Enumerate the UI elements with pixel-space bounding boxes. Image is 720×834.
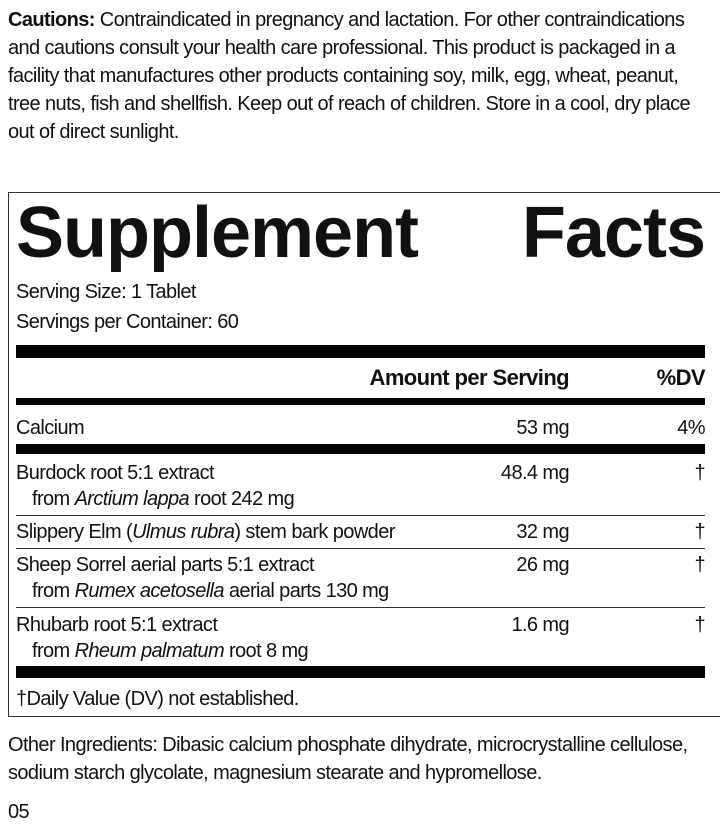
name-species: Ulmus rubra bbox=[132, 521, 235, 543]
header-amount: Amount per Serving bbox=[369, 365, 570, 390]
table-row-rhubarb: Rhubarb root 5:1 extract from Rheum palm… bbox=[16, 608, 706, 666]
product-code: 05 bbox=[8, 801, 30, 823]
table-row-slippery-elm: Slippery Elm (Ulmus rubra) stem bark pow… bbox=[16, 516, 706, 548]
table-row-calcium: Calcium 53 mg 4% bbox=[16, 405, 706, 444]
row-amount: 26 mg bbox=[516, 554, 569, 576]
cautions-body: Contraindicated in pregnancy and lactati… bbox=[8, 9, 691, 143]
source-suffix: root 242 mg bbox=[189, 488, 295, 510]
row-name: Rhubarb root 5:1 extract bbox=[16, 614, 218, 636]
other-ingredients: Other Ingredients: Dibasic calcium phosp… bbox=[8, 734, 688, 784]
thin-divider bbox=[16, 515, 705, 516]
source-prefix: from bbox=[32, 488, 75, 510]
row-dv: 4% bbox=[677, 417, 705, 439]
thick-divider bbox=[16, 666, 705, 678]
source-suffix: root 8 mg bbox=[224, 640, 309, 662]
cautions-text: Cautions: Contraindicated in pregnancy a… bbox=[8, 6, 714, 146]
table-row-burdock: Burdock root 5:1 extract from Arctium la… bbox=[16, 454, 706, 515]
row-amount: 32 mg bbox=[516, 521, 569, 543]
serving-size: Serving Size: 1 Tablet bbox=[16, 281, 196, 303]
row-amount: 48.4 mg bbox=[500, 462, 570, 484]
name-suffix: ) stem bark powder bbox=[234, 521, 395, 543]
row-source: from Rheum palmatum root 8 mg bbox=[16, 638, 409, 664]
thin-divider bbox=[16, 548, 705, 549]
row-name: Sheep Sorrel aerial parts 5:1 extract bbox=[16, 554, 315, 576]
row-dv: † bbox=[694, 462, 705, 484]
thick-divider bbox=[16, 345, 705, 358]
source-prefix: from bbox=[32, 640, 75, 662]
table-row-sheep-sorrel: Sheep Sorrel aerial parts 5:1 extract fr… bbox=[16, 549, 706, 607]
title-word-supplement: Supplement bbox=[16, 193, 419, 273]
row-amount: 53 mg bbox=[516, 417, 569, 439]
row-amount: 1.6 mg bbox=[511, 614, 569, 636]
source-species: Rumex acetosella bbox=[74, 580, 225, 602]
name-prefix: Slippery Elm ( bbox=[16, 521, 133, 543]
row-dv: † bbox=[694, 554, 705, 576]
header-dv: %DV bbox=[656, 365, 706, 390]
medium-divider bbox=[16, 398, 705, 405]
source-species: Rheum palmatum bbox=[74, 640, 225, 662]
row-name: Calcium bbox=[16, 417, 85, 439]
thick-divider bbox=[16, 444, 705, 454]
cautions-label: Cautions: bbox=[8, 9, 95, 31]
panel-title: Supplement Facts bbox=[16, 193, 706, 277]
servings-per-container: Servings per Container: 60 bbox=[16, 311, 239, 333]
table-header: Amount per Serving %DV bbox=[16, 358, 706, 398]
row-source: from Arctium lappa root 242 mg bbox=[16, 486, 409, 512]
row-name: Slippery Elm (Ulmus rubra) stem bark pow… bbox=[16, 519, 409, 548]
supplement-facts-panel: Supplement Facts Serving Size: 1 Tablet … bbox=[8, 192, 720, 717]
row-source: from Rumex acetosella aerial parts 130 m… bbox=[16, 578, 409, 604]
row-dv: † bbox=[694, 521, 705, 543]
source-suffix: aerial parts 130 mg bbox=[223, 580, 389, 602]
row-dv: † bbox=[694, 614, 705, 636]
dv-footnote: †Daily Value (DV) not established. bbox=[16, 688, 299, 710]
source-prefix: from bbox=[32, 580, 75, 602]
source-species: Arctium lappa bbox=[74, 488, 190, 510]
row-name: Burdock root 5:1 extract bbox=[16, 462, 215, 484]
thin-divider bbox=[16, 607, 705, 608]
title-word-facts: Facts bbox=[521, 193, 706, 273]
